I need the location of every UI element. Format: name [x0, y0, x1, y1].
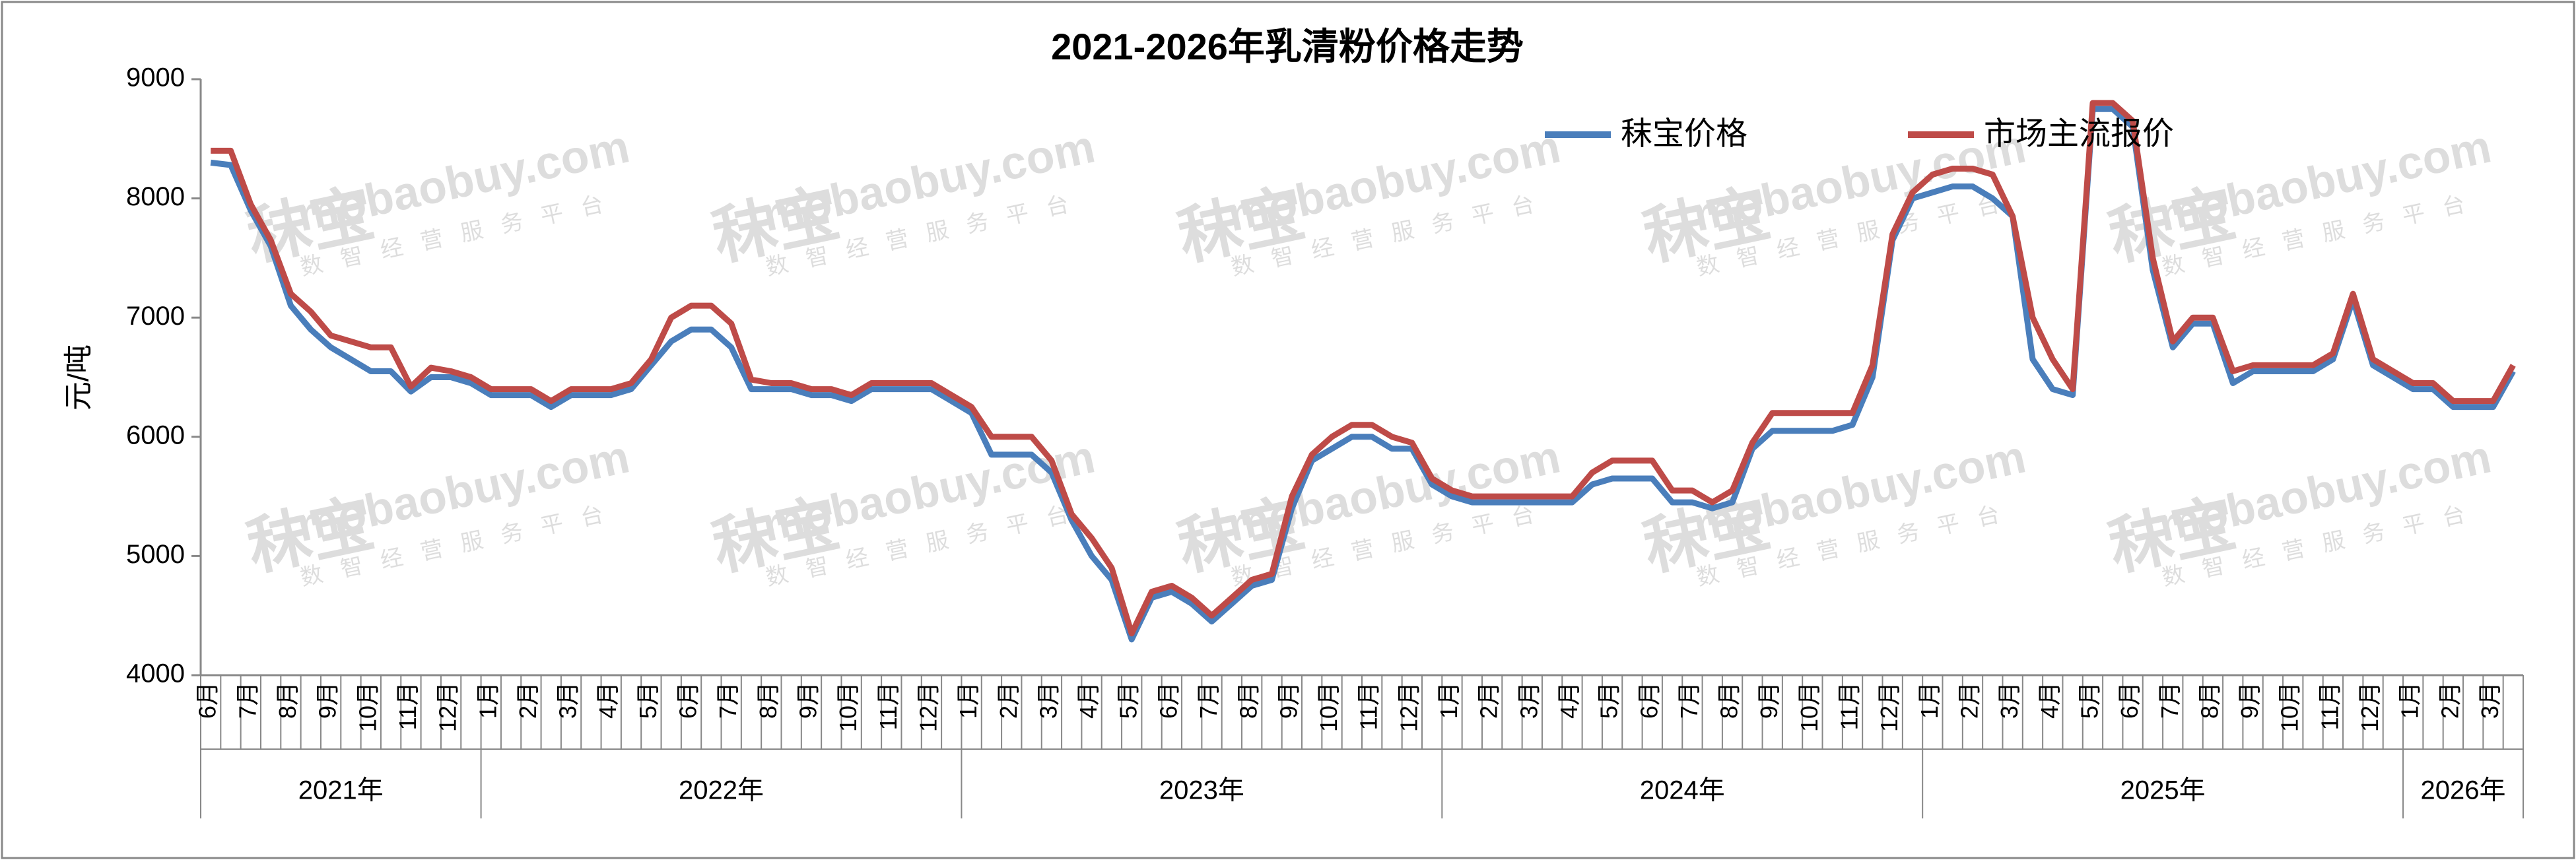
x-tick-label: 8月: [1235, 682, 1262, 719]
x-tick-label: 10月: [1796, 682, 1823, 732]
x-tick-label: 9月: [1275, 682, 1302, 719]
x-tick-label: 3月: [1996, 682, 2023, 719]
chart-title: 2021-2026年乳清粉价格走势: [1051, 26, 1524, 67]
series-line: [210, 106, 2516, 643]
x-tick-label: 6月: [1155, 682, 1182, 719]
x-tick-label: 6月: [2116, 682, 2143, 719]
x-tick-label: 1月: [1916, 682, 1943, 719]
x-tick-label: 8月: [2196, 682, 2223, 719]
x-tick-label: 12月: [1876, 682, 1903, 732]
x-tick-label: 9月: [2236, 682, 2263, 719]
year-label: 2023年: [1159, 776, 1244, 805]
x-tick-label: 7月: [714, 682, 741, 719]
x-tick-label: 10月: [2276, 682, 2303, 732]
x-tick-label: 6月: [675, 682, 702, 719]
x-tick-label: 9月: [1755, 682, 1782, 719]
y-tick-label: 5000: [126, 540, 185, 569]
x-tick-label: 8月: [274, 682, 301, 719]
x-tick-label: 12月: [1395, 682, 1422, 732]
x-tick-label: 8月: [755, 682, 782, 719]
x-tick-label: 4月: [2036, 682, 2063, 719]
year-label: 2024年: [1640, 776, 1725, 805]
x-tick-label: 3月: [1515, 682, 1542, 719]
x-tick-label: 12月: [434, 682, 461, 732]
y-tick-label: 8000: [126, 182, 185, 211]
legend-label: 市场主流报价: [1984, 117, 2174, 152]
x-tick-label: 6月: [1635, 682, 1662, 719]
x-tick-label: 10月: [834, 682, 862, 732]
x-tick-label: 4月: [1075, 682, 1102, 719]
y-tick-label: 7000: [126, 302, 185, 331]
x-tick-label: 11月: [394, 682, 421, 730]
x-tick-label: 7月: [234, 682, 261, 719]
x-tick-label: 3月: [555, 682, 582, 719]
x-tick-label: 1月: [1435, 682, 1462, 719]
x-tick-label: 3月: [2476, 682, 2503, 719]
y-tick-label: 9000: [126, 63, 185, 92]
x-tick-label: 2月: [2436, 682, 2463, 719]
x-tick-label: 5月: [1115, 682, 1142, 719]
series-line: [211, 100, 2516, 637]
x-tick-label: 4月: [594, 682, 621, 719]
x-tick-label: 1月: [2396, 682, 2423, 719]
x-tick-label: 1月: [474, 682, 501, 719]
x-tick-label: 12月: [914, 682, 941, 732]
x-tick-label: 3月: [1034, 682, 1062, 719]
x-tick-label: 5月: [2076, 682, 2103, 719]
x-tick-label: 2月: [1475, 682, 1503, 719]
x-tick-label: 5月: [1596, 682, 1623, 719]
x-tick-label: 6月: [194, 682, 221, 719]
x-tick-label: 2月: [514, 682, 541, 719]
y-tick-label: 4000: [126, 659, 185, 688]
x-tick-label: 11月: [1836, 682, 1863, 730]
x-tick-label: 11月: [2316, 682, 2343, 730]
x-tick-label: 7月: [1195, 682, 1222, 719]
x-tick-label: 7月: [2156, 682, 2183, 719]
x-tick-label: 11月: [875, 682, 902, 730]
x-tick-label: 10月: [1315, 682, 1342, 732]
year-label: 2022年: [679, 776, 764, 805]
x-tick-label: 2月: [1956, 682, 1983, 719]
x-tick-label: 4月: [1555, 682, 1582, 719]
x-tick-label: 1月: [955, 682, 982, 719]
x-tick-label: 12月: [2356, 682, 2383, 732]
legend-label: 秣宝价格: [1621, 117, 1747, 152]
year-label: 2026年: [2421, 776, 2506, 805]
x-tick-label: 8月: [1716, 682, 1743, 719]
year-label: 2025年: [2120, 776, 2206, 805]
x-tick-label: 10月: [354, 682, 381, 732]
x-tick-label: 2月: [995, 682, 1022, 719]
y-tick-label: 6000: [126, 420, 185, 449]
year-label: 2021年: [298, 776, 384, 805]
x-tick-label: 9月: [314, 682, 341, 719]
x-tick-label: 9月: [795, 682, 822, 719]
x-tick-label: 7月: [1676, 682, 1703, 719]
x-tick-label: 5月: [634, 682, 661, 719]
x-tick-label: 11月: [1355, 682, 1382, 730]
y-axis-label: 元/吨: [63, 345, 95, 411]
